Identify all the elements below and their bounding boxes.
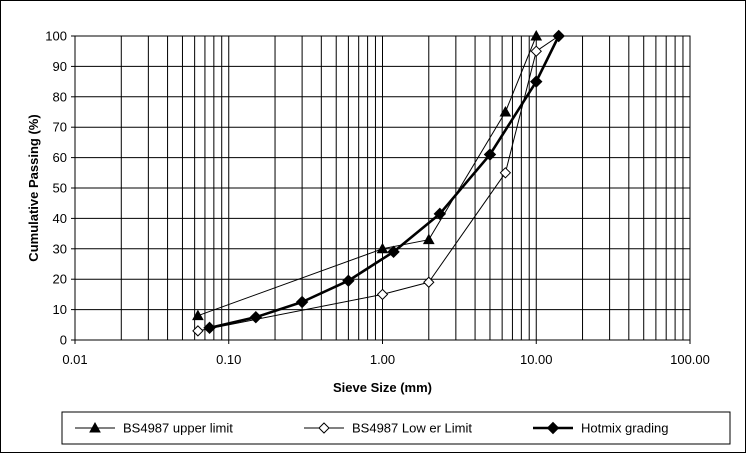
legend-item-upper-limit: BS4987 upper limit <box>75 421 233 436</box>
series-lower-limit <box>197 35 559 332</box>
y-tick-label: 10 <box>53 302 67 317</box>
x-tick-label: 10.00 <box>520 352 553 367</box>
data-point-upper-limit <box>530 29 543 41</box>
data-point-hotmix-grading <box>342 274 355 287</box>
data-point-hotmix-grading <box>387 245 400 259</box>
legend-item-hotmix-grading: Hotmix grading <box>533 421 668 436</box>
data-point-upper-limit <box>376 242 389 254</box>
y-tick-label: 50 <box>53 181 67 196</box>
y-axis-title: Cumulative Passing (%) <box>26 114 41 261</box>
legend-label: BS4987 upper limit <box>123 421 233 436</box>
markers-upper-limit <box>192 29 543 321</box>
data-point-hotmix-grading <box>530 75 543 88</box>
legend-swatch-marker <box>318 422 330 434</box>
tick-labels: 0 10 20 30 40 50 60 70 80 90 100 0.01 0.10 1.00 10.00 1… <box>45 29 710 368</box>
markers-hotmix-grading <box>203 29 565 335</box>
y-tick-label: 70 <box>53 120 67 135</box>
data-point-lower-limit <box>192 325 204 337</box>
y-tick-label: 100 <box>45 29 67 44</box>
y-tick-label: 0 <box>60 333 67 348</box>
legend-swatch-marker <box>89 421 101 433</box>
y-tick-label: 30 <box>53 241 67 256</box>
data-point-upper-limit <box>192 309 204 321</box>
legend-swatch-marker <box>546 421 560 435</box>
data-point-hotmix-grading <box>483 148 497 161</box>
legend-label: Hotmix grading <box>581 421 668 436</box>
data-point-hotmix-grading <box>295 295 309 309</box>
series <box>192 29 565 337</box>
data-point-hotmix-grading <box>203 321 216 335</box>
legend: BS4987 upper limit BS4987 Low er Limit Hot… <box>61 411 731 445</box>
data-point-hotmix-grading <box>249 310 263 324</box>
y-tick-label: 90 <box>53 59 67 74</box>
x-tick-label: 100.00 <box>670 352 710 367</box>
y-tick-label: 20 <box>53 272 67 287</box>
data-point-upper-limit <box>499 105 512 117</box>
legend-item-lower-limit: BS4987 Low er Limit <box>304 421 472 436</box>
data-point-lower-limit <box>530 45 542 57</box>
y-tick-label: 40 <box>53 211 67 226</box>
legend-label: BS4987 Low er Limit <box>352 421 472 436</box>
y-tick-label: 60 <box>53 150 67 165</box>
data-point-hotmix-grading <box>433 207 447 221</box>
axes <box>71 35 691 344</box>
y-tick-label: 80 <box>53 89 67 104</box>
x-tick-label: 1.00 <box>370 352 395 367</box>
data-point-lower-limit <box>499 167 512 179</box>
data-point-lower-limit <box>423 276 435 288</box>
x-axis-title: Sieve Size (mm) <box>333 380 432 395</box>
data-point-hotmix-grading <box>552 29 565 43</box>
series-line-lower-limit <box>197 35 559 332</box>
x-tick-label: 0.10 <box>216 352 241 367</box>
data-point-lower-limit <box>376 288 389 301</box>
data-point-upper-limit <box>422 233 435 245</box>
x-tick-label: 0.01 <box>62 352 87 367</box>
gridlines <box>75 36 690 340</box>
